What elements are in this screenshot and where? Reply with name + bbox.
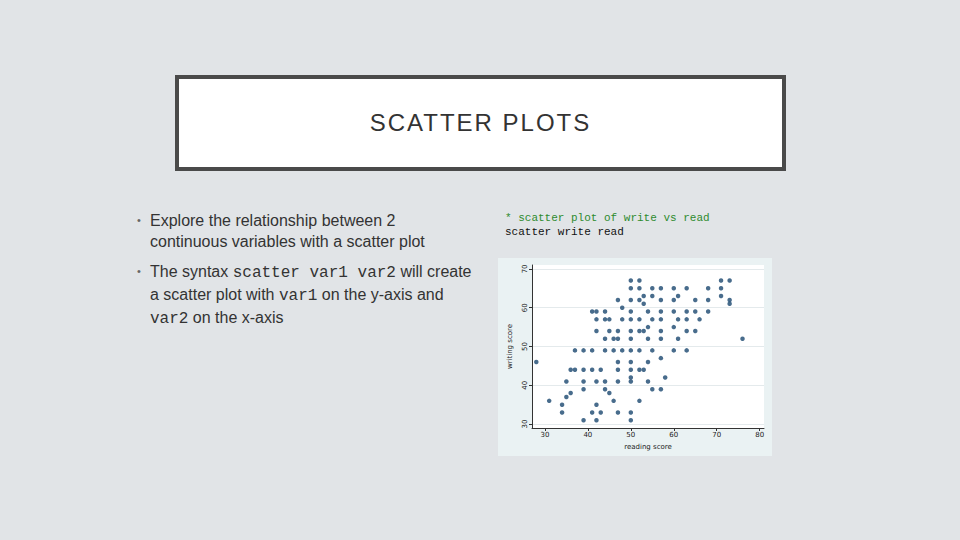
- svg-text:80: 80: [755, 431, 764, 439]
- svg-text:50: 50: [521, 342, 529, 351]
- svg-text:40: 40: [583, 431, 592, 439]
- html-text:Explore the relationship betwe: Explore the relationship between 2 conti…: [150, 212, 425, 250]
- html-text:The syntax scatter var1 var2 w: The syntax scatter var1 var2 will create…: [150, 263, 472, 305]
- svg-text:reading score: reading score: [624, 443, 672, 451]
- svg-text:60: 60: [521, 303, 529, 312]
- svg-text:50: 50: [626, 431, 635, 439]
- svg-text:30: 30: [540, 431, 549, 439]
- html-text:scatter write read: scatter write read: [505, 226, 624, 238]
- html-text:var2 on the x-axis: var2 on the x-axis: [150, 309, 284, 328]
- svg-text:40: 40: [521, 381, 529, 390]
- svg-text:60: 60: [669, 431, 678, 439]
- svg-text:70: 70: [712, 431, 721, 439]
- html-text:* scatter plot of write vs rea: * scatter plot of write vs read: [505, 212, 710, 224]
- svg-text:writing score: writing score: [506, 324, 514, 369]
- svg-text:30: 30: [521, 420, 529, 429]
- svg-text:70: 70: [521, 264, 529, 273]
- html-text:SCATTER PLOTS: SCATTER PLOTS: [369, 109, 592, 136]
